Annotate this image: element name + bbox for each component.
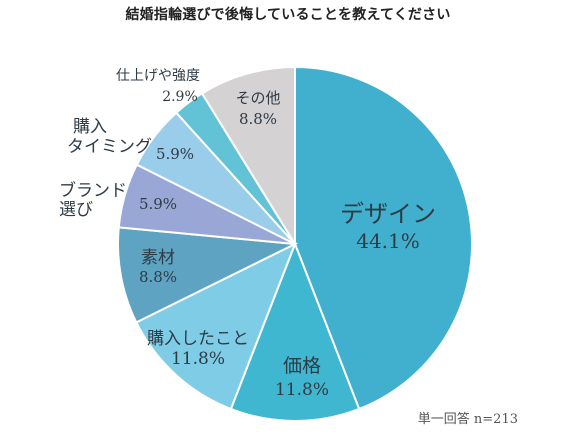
slice-value-5: 5.9% xyxy=(139,195,177,213)
slice-value-3: 11.8% xyxy=(171,349,225,369)
pie-slice-4 xyxy=(117,226,299,324)
pie-slice-8 xyxy=(200,65,296,248)
chart-title: 結婚指輪選びで後悔していることを教えてください xyxy=(125,7,451,23)
slice-label-5-line-1: ブランド xyxy=(59,180,127,201)
slice-label-6-line-2: タイミング xyxy=(67,137,152,157)
slice-label-3: 購入したこと xyxy=(147,329,249,349)
slice-label-5-line-2: 選び xyxy=(59,200,93,220)
slice-label-1: デザイン xyxy=(340,200,436,228)
slice-value-7: 2.9% xyxy=(162,89,198,105)
slice-value-4: 8.8% xyxy=(139,268,177,286)
pie-slice-1 xyxy=(294,65,473,411)
slice-value-2: 11.8% xyxy=(275,380,329,400)
pie-slice-2 xyxy=(229,241,361,423)
slice-label-6-line-1: 購入 xyxy=(73,117,107,137)
slice-label-7: 仕上げや強度 xyxy=(116,68,200,84)
slice-label-4: 素材 xyxy=(141,248,175,268)
pie-slice-3 xyxy=(134,241,297,411)
sample-size-note: 単一回答 n=213 xyxy=(417,412,518,427)
slice-value-6: 5.9% xyxy=(156,145,194,163)
pie-slices xyxy=(117,65,473,423)
slice-value-8: 8.8% xyxy=(239,110,277,128)
slice-label-8: その他 xyxy=(235,89,280,107)
slice-label-2: 価格 xyxy=(283,355,321,377)
slice-value-1: 44.1% xyxy=(356,229,420,253)
